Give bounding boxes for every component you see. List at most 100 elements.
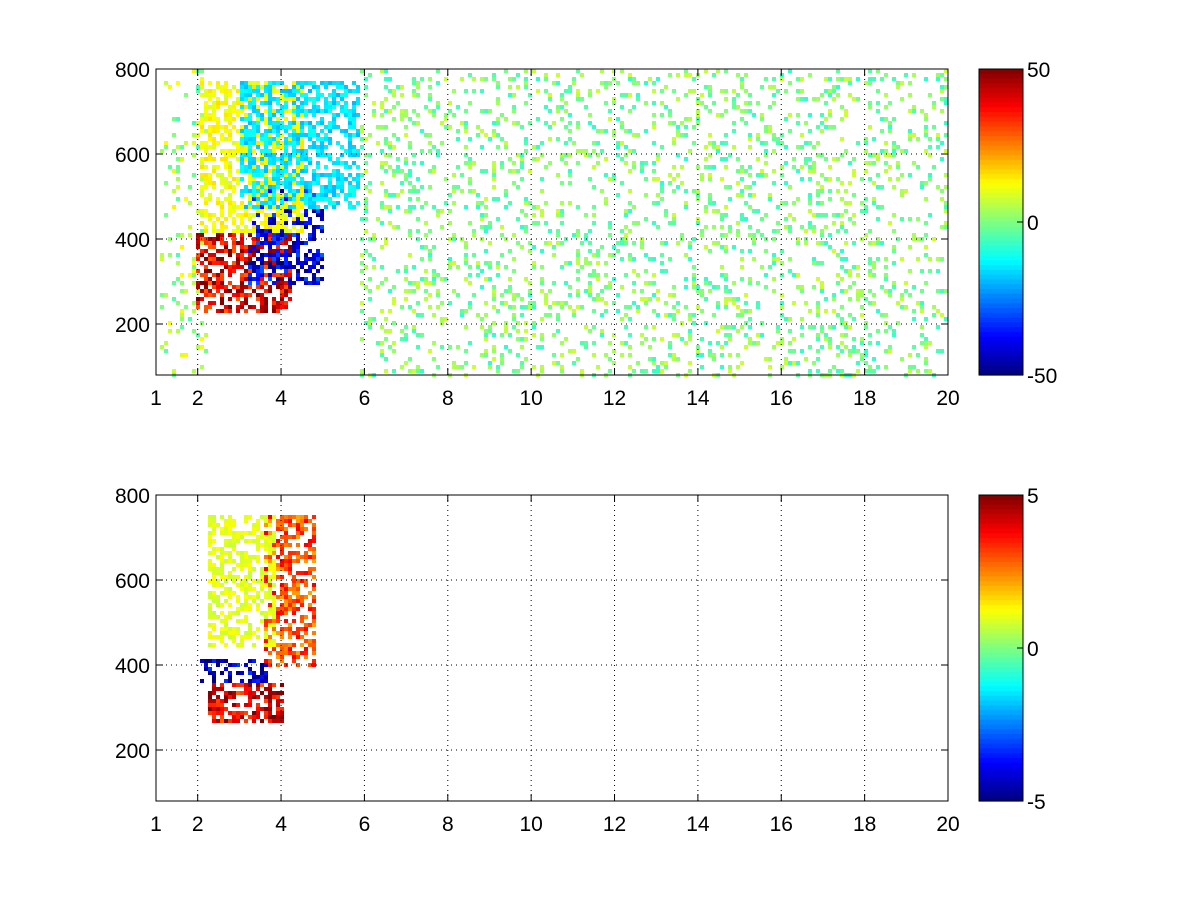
heatmap-cell: [168, 165, 172, 169]
heatmap-cell: [836, 177, 840, 181]
heatmap-cell: [688, 317, 692, 321]
heatmap-cell: [344, 85, 348, 89]
heatmap-cell: [292, 173, 296, 177]
heatmap-cell: [568, 89, 572, 93]
heatmap-cell: [232, 635, 236, 639]
heatmap-cell: [432, 169, 436, 173]
heatmap-cell: [324, 173, 328, 177]
heatmap-cell: [480, 77, 484, 81]
heatmap-cell: [284, 559, 288, 563]
heatmap-cell: [532, 301, 536, 305]
heatmap-cell: [724, 245, 728, 249]
heatmap-cell: [328, 173, 332, 177]
heatmap-cell: [384, 109, 388, 113]
heatmap-cell: [164, 349, 168, 353]
heatmap-cell: [868, 153, 872, 157]
y-tick-label: 800: [115, 59, 150, 82]
heatmap-cell: [208, 281, 212, 285]
heatmap-cell: [272, 153, 276, 157]
heatmap-cell: [560, 117, 564, 121]
heatmap-cell: [336, 85, 340, 89]
heatmap-cell: [316, 277, 320, 281]
heatmap-cell: [220, 635, 224, 639]
heatmap-cell: [272, 193, 276, 197]
heatmap-cell: [652, 361, 656, 365]
heatmap-cell: [848, 325, 852, 329]
heatmap-cell: [388, 89, 392, 93]
heatmap-cell: [700, 101, 704, 105]
heatmap-cell: [508, 333, 512, 337]
heatmap-cell: [236, 293, 240, 297]
heatmap-cell: [236, 169, 240, 173]
heatmap-cell: [228, 515, 232, 519]
heatmap-cell: [300, 101, 304, 105]
heatmap-cell: [728, 197, 732, 201]
heatmap-cell: [396, 137, 400, 141]
heatmap-cell: [856, 293, 860, 297]
heatmap-cell: [228, 309, 232, 313]
heatmap-cell: [332, 201, 336, 205]
heatmap-cell: [712, 285, 716, 289]
heatmap-cell: [240, 133, 244, 137]
heatmap-cell: [612, 333, 616, 337]
colorbar-segment: [979, 145, 1023, 151]
heatmap-cell: [524, 77, 528, 81]
heatmap-cell: [252, 129, 256, 133]
heatmap-cell: [748, 277, 752, 281]
heatmap-cell: [540, 277, 544, 281]
heatmap-cell: [276, 663, 280, 667]
heatmap-cell: [680, 321, 684, 325]
heatmap-cell: [780, 73, 784, 77]
heatmap-cell: [220, 201, 224, 205]
heatmap-cell: [820, 153, 824, 157]
heatmap-cell: [428, 185, 432, 189]
heatmap-cell: [484, 333, 488, 337]
heatmap-cell: [240, 563, 244, 567]
heatmap-cell: [280, 261, 284, 265]
heatmap-cell: [716, 145, 720, 149]
heatmap-cell: [268, 643, 272, 647]
heatmap-cell: [448, 345, 452, 349]
heatmap-cell: [280, 305, 284, 309]
heatmap-cell: [524, 201, 528, 205]
heatmap-cell: [200, 189, 204, 193]
heatmap-cell: [256, 145, 260, 149]
heatmap-cell: [676, 301, 680, 305]
heatmap-cell: [264, 133, 268, 137]
heatmap-cell: [296, 253, 300, 257]
heatmap-cell: [192, 173, 196, 177]
heatmap-cell: [212, 591, 216, 595]
heatmap-cell: [472, 189, 476, 193]
heatmap-cell: [524, 101, 528, 105]
heatmap-cell: [264, 229, 268, 233]
heatmap-cell: [248, 699, 252, 703]
heatmap-cell: [220, 699, 224, 703]
heatmap-cell: [208, 643, 212, 647]
colorbar-segment: [979, 542, 1023, 549]
heatmap-cell: [388, 77, 392, 81]
heatmap-cell: [252, 599, 256, 603]
heatmap-cell: [280, 249, 284, 253]
heatmap-cell: [320, 217, 324, 221]
heatmap-cell: [500, 357, 504, 361]
heatmap-cell: [596, 297, 600, 301]
heatmap-cell: [692, 77, 696, 81]
heatmap-cell: [412, 93, 416, 97]
heatmap-cell: [332, 205, 336, 209]
heatmap-cell: [748, 137, 752, 141]
heatmap-cell: [224, 679, 228, 683]
heatmap-cell: [224, 181, 228, 185]
heatmap-cell: [272, 691, 276, 695]
heatmap-cell: [244, 89, 248, 93]
heatmap-cell: [740, 189, 744, 193]
heatmap-cell: [240, 619, 244, 623]
heatmap-cell: [312, 265, 316, 269]
heatmap-cell: [316, 121, 320, 125]
heatmap-cell: [432, 273, 436, 277]
heatmap-cell: [288, 97, 292, 101]
heatmap-cell: [724, 325, 728, 329]
heatmap-cell: [280, 233, 284, 237]
heatmap-cell: [328, 177, 332, 181]
heatmap-cell: [232, 85, 236, 89]
heatmap-cell: [252, 197, 256, 201]
